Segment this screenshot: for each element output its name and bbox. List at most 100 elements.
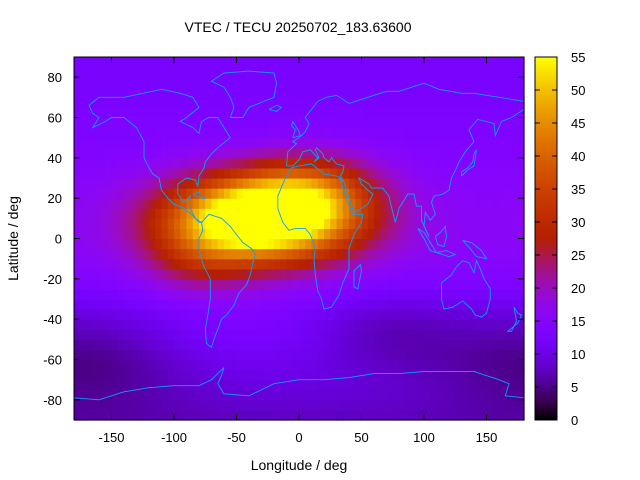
heatmap-cell xyxy=(99,127,106,139)
heatmap-cell xyxy=(92,359,100,371)
heatmap-cell xyxy=(442,379,450,391)
heatmap-cell xyxy=(455,57,463,68)
heatmap-cell xyxy=(186,67,194,78)
heatmap-cell xyxy=(380,258,388,270)
heatmap-cell xyxy=(405,309,413,320)
heatmap-cell xyxy=(386,57,394,68)
heatmap-cell xyxy=(274,268,281,280)
heatmap-cell xyxy=(324,167,331,179)
heatmap-cell xyxy=(474,409,481,421)
heatmap-cell xyxy=(205,299,213,310)
heatmap-cell xyxy=(192,409,200,421)
heatmap-cell xyxy=(155,268,163,280)
heatmap-cell xyxy=(274,188,281,199)
heatmap-cell xyxy=(424,208,431,219)
heatmap-cell xyxy=(280,188,288,199)
heatmap-cell xyxy=(349,57,356,68)
heatmap-cell xyxy=(324,67,331,78)
heatmap-cell xyxy=(305,147,313,159)
heatmap-cell xyxy=(299,268,306,280)
heatmap-cell xyxy=(99,77,106,88)
heatmap-cell xyxy=(80,127,88,139)
heatmap-cell xyxy=(330,329,338,340)
heatmap-cell xyxy=(449,178,456,189)
heatmap-cell xyxy=(161,228,169,240)
heatmap-cell xyxy=(499,167,506,179)
heatmap-cell xyxy=(136,309,144,320)
heatmap-cell xyxy=(511,107,519,119)
heatmap-cell xyxy=(317,167,325,179)
heatmap-cell xyxy=(242,87,250,98)
heatmap-cell xyxy=(161,299,169,310)
heatmap-cell xyxy=(455,278,463,290)
heatmap-cell xyxy=(442,178,450,189)
heatmap-cell xyxy=(155,299,163,310)
heatmap-cell xyxy=(474,167,481,179)
heatmap-cell xyxy=(330,369,338,381)
heatmap-cell xyxy=(274,339,281,351)
heatmap-cell xyxy=(124,77,131,88)
coastline-new-guinea xyxy=(462,240,488,260)
heatmap-cell xyxy=(474,147,481,159)
heatmap-cell xyxy=(317,299,325,310)
heatmap-cell xyxy=(105,127,113,139)
heatmap-cell xyxy=(149,157,156,169)
heatmap-cell xyxy=(499,67,506,78)
heatmap-cell xyxy=(261,248,269,260)
heatmap-cell xyxy=(192,67,200,78)
heatmap-cell xyxy=(105,117,113,129)
heatmap-cell xyxy=(349,238,356,250)
heatmap-cell xyxy=(492,288,500,300)
heatmap-cell xyxy=(474,107,481,119)
heatmap-cell xyxy=(324,198,331,209)
heatmap-cell xyxy=(155,97,163,109)
heatmap-cell xyxy=(80,339,88,351)
heatmap-cell xyxy=(130,409,138,421)
heatmap-cell xyxy=(124,208,131,219)
heatmap-cell xyxy=(149,288,156,300)
heatmap-cell xyxy=(386,147,394,159)
heatmap-cell xyxy=(455,107,463,119)
heatmap-cell xyxy=(80,67,88,78)
heatmap-cell xyxy=(155,349,163,361)
heatmap-cell xyxy=(467,67,475,78)
heatmap-cell xyxy=(242,77,250,88)
heatmap-cell xyxy=(392,117,400,129)
heatmap-cell xyxy=(217,389,225,401)
heatmap-cell xyxy=(367,117,375,129)
heatmap-cell xyxy=(499,77,506,88)
heatmap-cell xyxy=(217,238,225,250)
heatmap-cell xyxy=(424,97,431,109)
heatmap-cell xyxy=(92,319,100,330)
heatmap-cell xyxy=(136,97,144,109)
heatmap-cell xyxy=(130,107,138,119)
heatmap-cell xyxy=(161,107,169,119)
heatmap-cell xyxy=(442,399,450,411)
heatmap-cell xyxy=(461,67,469,78)
heatmap-cell xyxy=(455,299,463,310)
heatmap-cell xyxy=(280,127,288,139)
heatmap-cell xyxy=(249,157,256,169)
heatmap-cell xyxy=(455,167,463,179)
heatmap-cell xyxy=(186,248,194,260)
heatmap-cell xyxy=(292,167,300,179)
heatmap-cell xyxy=(99,97,106,109)
heatmap-cell xyxy=(324,389,331,401)
heatmap-cell xyxy=(192,57,200,68)
heatmap-cell xyxy=(161,218,169,230)
heatmap-cell xyxy=(436,67,444,78)
heatmap-cell xyxy=(99,389,106,401)
heatmap-cell xyxy=(474,188,481,199)
heatmap-cell xyxy=(399,238,406,250)
heatmap-cell xyxy=(367,268,375,280)
heatmap-cell xyxy=(411,329,419,340)
heatmap-cell xyxy=(349,127,356,139)
coastline-indonesia xyxy=(417,228,457,258)
heatmap-cell xyxy=(224,288,231,300)
heatmap-cell xyxy=(117,198,125,209)
heatmap-cell xyxy=(174,208,181,219)
heatmap-cell xyxy=(336,147,344,159)
heatmap-cell xyxy=(274,369,281,381)
heatmap-cell xyxy=(180,127,188,139)
heatmap-cell xyxy=(130,399,138,411)
